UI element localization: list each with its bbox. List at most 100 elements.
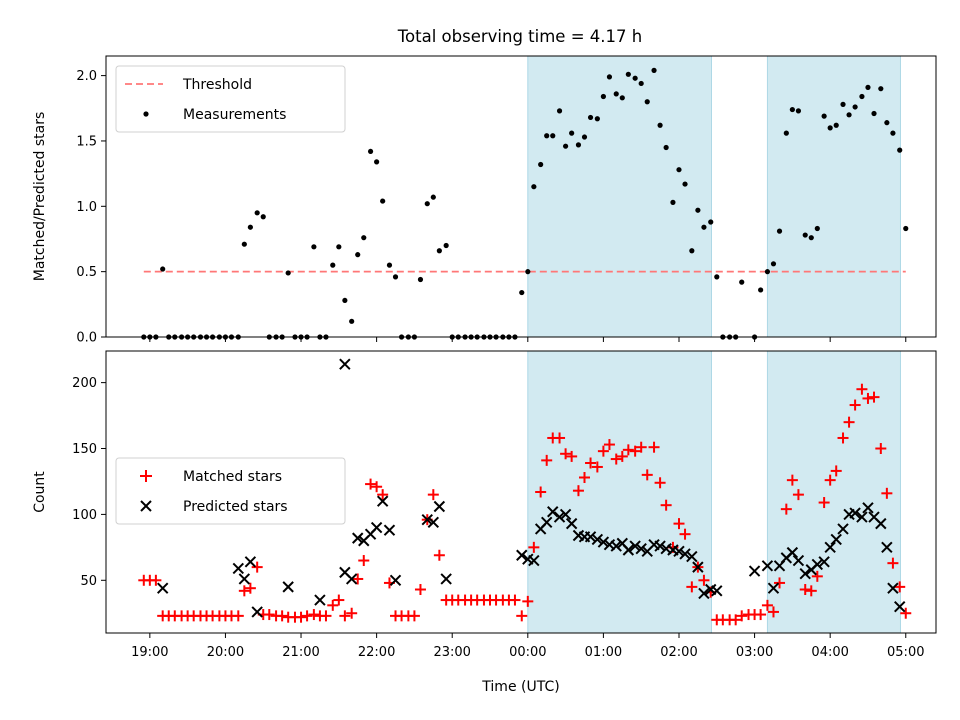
x-tick-label: 21:00 (282, 645, 319, 660)
y-tick-label: 1.5 (76, 134, 97, 149)
predicted-star-point (597, 536, 610, 548)
count-y-axis-label: Count (32, 471, 48, 513)
measurement-point (436, 248, 442, 254)
x-tick-label: 03:00 (736, 645, 773, 660)
ratio-legend: Threshold Measurements (115, 65, 346, 133)
measurement-point (581, 134, 588, 140)
x-tick-label: 00:00 (509, 645, 546, 660)
measurement-point (550, 133, 556, 139)
matched-star-point (295, 611, 307, 623)
predicted-star-point (887, 582, 899, 594)
measurement-point (241, 241, 247, 247)
matched-star-point (308, 609, 320, 621)
measurement-point (695, 207, 701, 213)
measurement-point (342, 297, 348, 304)
x-axis-label: Time (UTC) (481, 679, 559, 695)
count-x-ticks: 19:00 20:00 21:00 22:00 23:00 00:00 01:00 02:00… (131, 633, 924, 660)
measurement-point (525, 269, 531, 275)
matched-star-points (138, 383, 912, 626)
matched-star-point (560, 448, 572, 460)
predicted-star-point (679, 548, 691, 560)
measurement-point (795, 108, 802, 114)
measurement-point (336, 244, 342, 250)
matched-star-point (755, 609, 767, 621)
matched-star-point (427, 489, 439, 501)
measurement-point (569, 130, 575, 136)
measurement-point (600, 93, 606, 100)
measurement-point (632, 75, 638, 81)
predicted-star-point (565, 517, 578, 530)
matched-star-point (346, 607, 358, 619)
predicted-star-point (711, 585, 723, 597)
matched-star-point (554, 432, 566, 444)
measurement-point (714, 274, 720, 280)
measurement-point (676, 167, 682, 173)
predicted-star-point (654, 540, 666, 552)
matched-star-point (818, 497, 830, 509)
measurement-point (651, 67, 657, 73)
measurement-point (865, 84, 871, 90)
matched-star-point (528, 541, 540, 553)
ratio-y-ticks: 0.0 0.5 1.0 1.5 2.0 (76, 69, 106, 346)
measurement-point (890, 130, 896, 136)
observing-window-2 (766, 350, 901, 634)
measurement-point (443, 242, 449, 249)
matched-star-point (433, 549, 445, 561)
measurement-point (606, 74, 613, 80)
predicted-star-point (547, 506, 559, 518)
legend-measurements-swatch (143, 111, 149, 117)
matched-star-point (635, 441, 647, 453)
predicted-star-point (352, 532, 364, 544)
measurement-point (808, 235, 814, 241)
measurement-point (776, 228, 783, 234)
predicted-star-point (830, 533, 842, 546)
matched-star-point (408, 610, 420, 622)
predicted-star-point (786, 546, 799, 559)
predicted-star-point (559, 508, 572, 521)
matched-star-point (786, 474, 798, 486)
measurement-point (814, 225, 820, 232)
matched-star-point (597, 445, 609, 457)
matched-star-point (509, 594, 521, 606)
predicted-star-point (345, 573, 358, 585)
measurement-point (657, 122, 663, 128)
predicted-star-point (635, 542, 647, 555)
matched-star-point (792, 489, 804, 501)
predicted-star-point (389, 574, 402, 586)
legend-predicted-label: Predicted stars (183, 499, 288, 515)
predicted-star-point (875, 517, 887, 530)
matched-star-point (660, 499, 672, 511)
measurement-point (764, 269, 771, 275)
matched-star-point (251, 561, 263, 573)
matched-star-point (730, 614, 742, 626)
measurement-point (663, 144, 669, 151)
measurement-point (670, 199, 676, 205)
matched-star-point (736, 610, 748, 622)
measurement-point (424, 201, 430, 207)
matched-star-point (358, 555, 370, 567)
matched-star-point (881, 487, 893, 499)
matched-star-point (365, 478, 377, 490)
matched-star-point (673, 518, 685, 530)
matched-star-point (875, 443, 887, 455)
matched-star-point (698, 574, 710, 586)
predicted-star-point (238, 573, 251, 585)
measurement-point (374, 159, 380, 165)
predicted-star-point (881, 541, 893, 554)
x-tick-label: 02:00 (660, 645, 697, 660)
predicted-star-point (591, 533, 604, 546)
matched-star-point (805, 585, 817, 597)
x-tick-label: 05:00 (887, 645, 924, 660)
matched-star-point (578, 472, 590, 484)
measurement-points (141, 67, 909, 340)
predicted-star-point (818, 556, 830, 568)
measurement-point (859, 93, 865, 100)
legend-measurements-label: Measurements (183, 107, 286, 123)
predicted-star-point (856, 511, 868, 523)
measurement-point (682, 181, 688, 187)
x-tick-label: 19:00 (131, 645, 168, 660)
matched-star-point (352, 573, 364, 585)
predicted-star-point (156, 582, 169, 594)
predicted-star-point (376, 495, 389, 507)
matched-star-point (616, 450, 628, 462)
